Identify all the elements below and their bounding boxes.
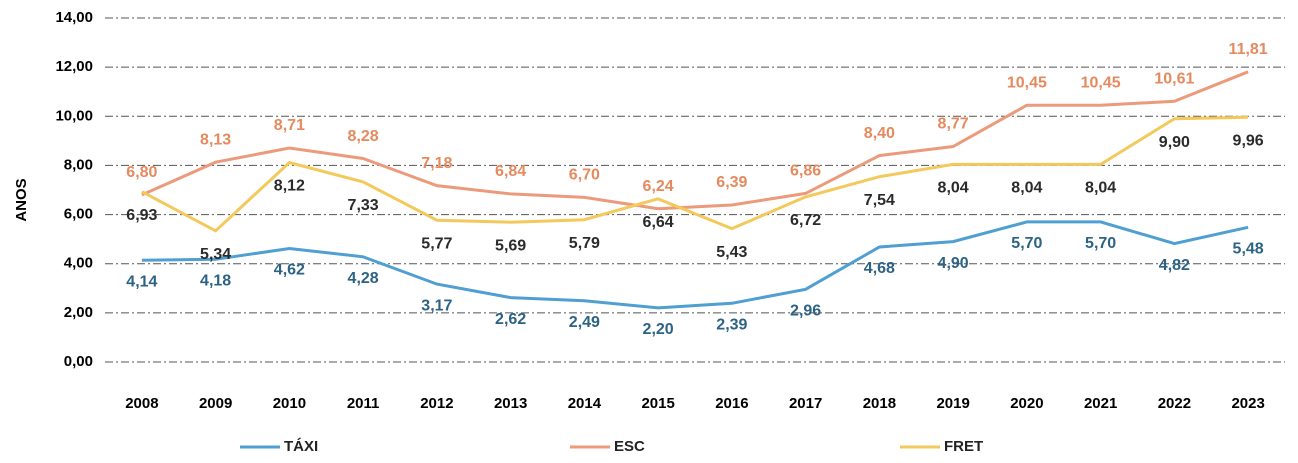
data-label: 5,70 — [1011, 235, 1042, 252]
data-label: 4,14 — [126, 273, 157, 290]
x-tick-label: 2021 — [1084, 395, 1117, 412]
data-label: 6,93 — [126, 207, 157, 224]
data-label: 5,69 — [495, 237, 526, 254]
data-label: 8,12 — [274, 178, 305, 195]
x-tick-label: 2017 — [789, 395, 822, 412]
y-tick-label: 2,00 — [64, 304, 93, 321]
y-tick-label: 6,00 — [64, 206, 93, 223]
data-label: 6,84 — [495, 163, 526, 180]
y-tick-label: 4,00 — [64, 255, 93, 272]
data-label: 4,18 — [200, 273, 231, 290]
y-tick-label: 8,00 — [64, 156, 93, 173]
data-label: 6,86 — [790, 163, 821, 180]
data-label: 4,28 — [348, 270, 379, 287]
data-label: 6,80 — [126, 164, 157, 181]
data-label: 2,49 — [569, 314, 600, 331]
data-label: 11,81 — [1229, 41, 1268, 58]
x-tick-label: 2018 — [863, 395, 896, 412]
data-label: 7,33 — [348, 197, 379, 214]
data-label: 5,70 — [1085, 235, 1116, 252]
y-axis-label: ANOS — [13, 178, 30, 221]
series-line — [141, 115, 1249, 233]
x-tick-label: 2008 — [125, 395, 158, 412]
data-label: 8,04 — [1085, 180, 1116, 197]
data-label: 5,34 — [200, 246, 231, 263]
legend-label: ESC — [614, 438, 645, 455]
data-label: 3,17 — [421, 297, 452, 314]
data-label: 6,39 — [716, 174, 747, 191]
data-label: 9,90 — [1159, 134, 1190, 151]
data-label: 8,13 — [200, 131, 231, 148]
x-tick-label: 2012 — [420, 395, 453, 412]
data-label: 10,45 — [1007, 74, 1047, 91]
y-tick-label: 0,00 — [64, 353, 93, 370]
data-label: 9,96 — [1233, 132, 1264, 149]
legend-label: FRET — [944, 438, 983, 455]
data-label: 7,54 — [864, 192, 895, 209]
y-tick-label: 14,00 — [55, 9, 93, 26]
data-label: 6,72 — [790, 212, 821, 229]
legend-label: TÁXI — [284, 438, 318, 455]
data-label: 8,77 — [938, 116, 969, 133]
x-tick-label: 2014 — [568, 395, 602, 412]
x-tick-label: 2022 — [1158, 395, 1191, 412]
x-tick-label: 2019 — [936, 395, 969, 412]
data-label: 4,68 — [864, 260, 895, 277]
x-tick-label: 2016 — [715, 395, 748, 412]
series-line — [141, 70, 1249, 211]
data-label: 6,64 — [643, 214, 674, 231]
series-line — [141, 220, 1249, 310]
x-tick-label: 2015 — [641, 395, 674, 412]
data-label: 7,18 — [421, 155, 452, 172]
data-label: 5,77 — [421, 235, 452, 252]
x-tick-label: 2010 — [273, 395, 306, 412]
data-label: 2,20 — [643, 321, 674, 338]
x-tick-label: 2011 — [347, 395, 380, 412]
data-label: 8,28 — [348, 128, 379, 145]
data-label: 5,79 — [569, 235, 600, 252]
y-tick-label: 12,00 — [55, 58, 93, 75]
y-tick-label: 10,00 — [55, 107, 93, 124]
data-label: 2,62 — [495, 311, 526, 328]
x-tick-label: 2023 — [1231, 395, 1264, 412]
x-tick-label: 2013 — [494, 395, 527, 412]
data-label: 6,24 — [643, 178, 674, 195]
x-tick-label: 2009 — [199, 395, 232, 412]
data-label: 5,43 — [716, 244, 747, 261]
data-label: 8,04 — [938, 180, 969, 197]
data-label: 10,61 — [1154, 71, 1194, 88]
data-label: 5,48 — [1233, 241, 1264, 258]
data-label: 8,40 — [864, 125, 895, 142]
data-label: 4,82 — [1159, 257, 1190, 274]
x-tick-label: 2020 — [1010, 395, 1043, 412]
data-label: 8,71 — [274, 117, 305, 134]
data-label: 2,96 — [790, 302, 821, 319]
data-label: 10,45 — [1081, 74, 1121, 91]
data-label: 4,90 — [938, 255, 969, 272]
data-label: 8,04 — [1011, 180, 1042, 197]
data-label: 2,39 — [716, 316, 747, 333]
data-label: 4,62 — [274, 262, 305, 279]
data-label: 6,70 — [569, 167, 600, 184]
